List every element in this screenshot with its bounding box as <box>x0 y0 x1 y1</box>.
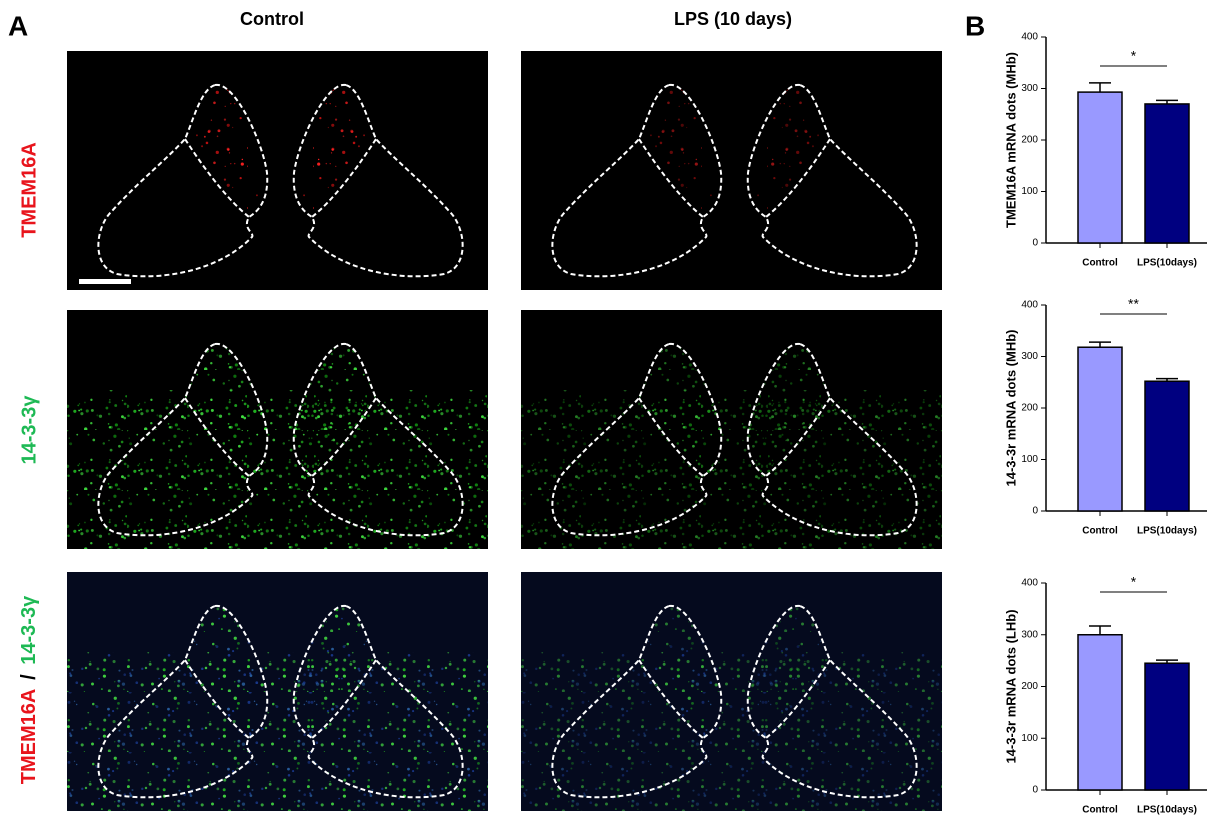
nucleus-signal <box>293 84 376 217</box>
x-tick-label: Control <box>1082 526 1118 537</box>
y-tick-label: 400 <box>1021 32 1038 43</box>
y-tick-label: 0 <box>1032 785 1038 796</box>
region-outline <box>638 138 704 218</box>
micrograph <box>521 310 942 549</box>
y-axis-label: 14-3-3r mRNA dots (MHb) <box>1003 330 1018 487</box>
row-label-part: / <box>18 674 40 680</box>
y-tick-label: 100 <box>1021 186 1038 197</box>
y-tick-label: 100 <box>1021 454 1038 465</box>
y-tick-label: 100 <box>1021 733 1038 744</box>
x-tick-label: Control <box>1082 805 1118 816</box>
region-outline <box>184 397 250 477</box>
image-background <box>521 51 942 290</box>
y-axis-label: 14-3-3r mRNA dots (LHb) <box>1003 609 1018 763</box>
nucleus-signal <box>293 605 376 738</box>
scale-bar <box>79 279 131 284</box>
bar <box>1144 662 1190 791</box>
y-axis-label: TMEM16A mRNA dots (MHb) <box>1003 52 1018 228</box>
nucleus-signal <box>747 605 830 738</box>
region-outline <box>765 397 831 477</box>
y-tick-label: 300 <box>1021 351 1038 362</box>
bar <box>1077 346 1123 512</box>
row-label: 14-3-3γ <box>18 395 40 465</box>
y-tick-label: 300 <box>1021 83 1038 94</box>
micrograph <box>67 310 488 549</box>
region-outline <box>765 138 831 218</box>
region-outline <box>551 342 723 537</box>
row-label-part: TMEM16A <box>18 689 40 784</box>
nucleus-signal <box>639 84 722 217</box>
region-outline <box>746 342 918 537</box>
column-title: Control <box>240 9 304 29</box>
image-background <box>67 51 488 290</box>
y-tick-label: 400 <box>1021 300 1038 311</box>
significance-label: * <box>1131 48 1137 64</box>
region-outline <box>311 659 377 739</box>
region-outline <box>551 604 723 799</box>
nucleus-signal <box>293 343 376 476</box>
y-tick-label: 0 <box>1032 238 1038 249</box>
region-outline <box>292 342 464 537</box>
panel-letter: B <box>965 10 985 41</box>
region-outline <box>311 138 377 218</box>
y-tick-label: 0 <box>1032 506 1038 517</box>
x-tick-label: Control <box>1082 258 1118 269</box>
nucleus-signal <box>185 84 268 217</box>
nucleus-signal <box>185 343 268 476</box>
significance-label: * <box>1131 574 1137 590</box>
region-outline <box>184 138 250 218</box>
region-outline <box>746 604 918 799</box>
row-label: TMEM16A / 14-3-3γ <box>18 595 40 784</box>
bar-chart: 0 100 200 300 400 14-3-3r mRNA dots (LHb) Cont… <box>1003 574 1207 816</box>
panel-letter: A <box>8 10 28 41</box>
bar <box>1144 103 1190 244</box>
y-tick-label: 200 <box>1021 681 1038 692</box>
image-panels <box>67 51 942 811</box>
y-tick-label: 200 <box>1021 135 1038 146</box>
x-tick-label: LPS(10days) <box>1137 526 1197 537</box>
region-outline <box>97 342 269 537</box>
significance-label: ** <box>1128 296 1139 312</box>
region-outline <box>184 659 250 739</box>
region-outline <box>638 659 704 739</box>
nucleus-signal <box>747 84 830 217</box>
tissue-signal <box>521 390 942 549</box>
region-outline <box>311 397 377 477</box>
y-tick-label: 200 <box>1021 403 1038 414</box>
region-outline <box>638 397 704 477</box>
bar-chart: 0 100 200 300 400 14-3-3r mRNA dots (MHb) Cont… <box>1003 296 1207 537</box>
region-outline <box>292 604 464 799</box>
column-title: LPS (10 days) <box>674 9 792 29</box>
region-outline <box>97 83 269 278</box>
tissue-signal <box>67 652 488 811</box>
micrograph <box>521 572 942 811</box>
row-label-part: 14-3-3γ <box>18 595 40 665</box>
micrograph <box>67 51 488 290</box>
region-outline <box>97 604 269 799</box>
micrograph <box>521 51 942 290</box>
micrograph <box>67 572 488 811</box>
nucleus-signal <box>639 605 722 738</box>
y-tick-label: 400 <box>1021 578 1038 589</box>
bar <box>1077 634 1123 791</box>
tissue-signal <box>521 652 942 811</box>
region-outline <box>551 83 723 278</box>
nucleus-signal <box>747 343 830 476</box>
region-outline <box>765 659 831 739</box>
y-tick-label: 300 <box>1021 629 1038 640</box>
region-outline <box>292 83 464 278</box>
region-outline <box>746 83 918 278</box>
tissue-signal <box>67 390 488 549</box>
x-tick-label: LPS(10days) <box>1137 258 1197 269</box>
bar <box>1144 380 1190 512</box>
x-tick-label: LPS(10days) <box>1137 805 1197 816</box>
bar <box>1077 91 1123 244</box>
row-label: TMEM16A <box>18 142 40 238</box>
nucleus-signal <box>185 605 268 738</box>
nucleus-signal <box>639 343 722 476</box>
